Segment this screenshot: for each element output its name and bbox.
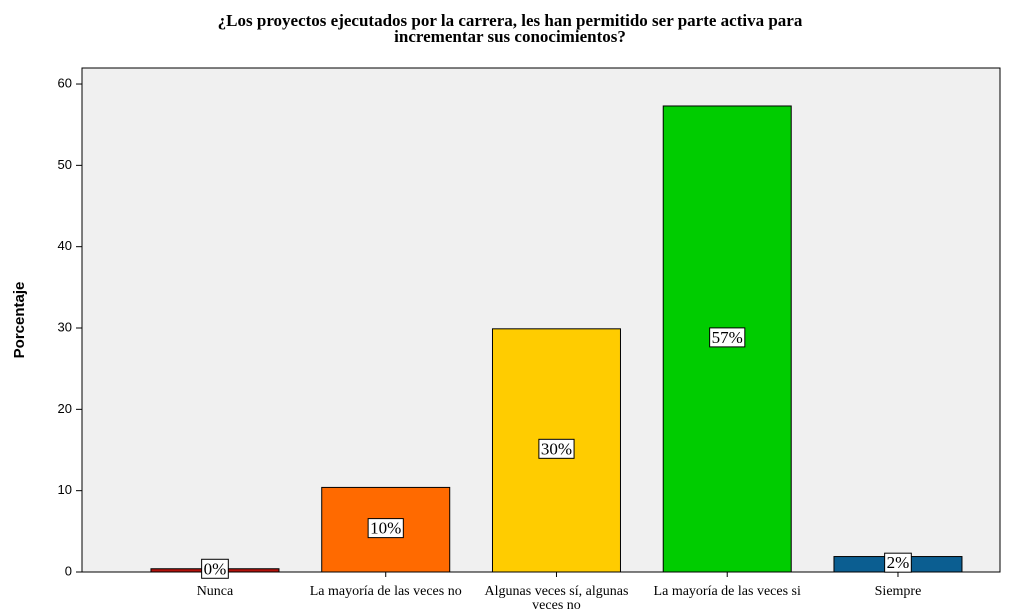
value-label-box <box>538 438 575 459</box>
value-label: 0% <box>204 559 227 578</box>
x-tick-label: Algunas veces sí, algunas veces no <box>484 584 629 613</box>
value-label: 57% <box>712 328 743 347</box>
y-tick-label: 0 <box>65 563 72 578</box>
value-label: 30% <box>541 439 572 458</box>
x-tick-label: Nunca <box>196 584 234 599</box>
x-tick-label: Siempre <box>874 584 922 599</box>
y-tick-label: 20 <box>58 401 72 416</box>
value-label: 10% <box>370 519 401 538</box>
value-label-box <box>709 327 746 348</box>
x-tick-label: La mayoría de las veces si <box>653 584 801 599</box>
y-tick-label: 40 <box>58 238 72 253</box>
bar <box>491 328 621 573</box>
value-label: 2% <box>887 553 910 572</box>
value-label-box <box>367 518 404 539</box>
y-tick-label: 60 <box>58 75 72 90</box>
chart-title: ¿Los proyectos ejecutados por la carrera… <box>217 11 803 30</box>
chart-title: incrementar sus conocimientos? <box>394 27 626 46</box>
value-label-box <box>201 558 229 579</box>
y-tick-label: 10 <box>58 482 72 497</box>
y-axis-label: Porcentaje <box>11 282 28 359</box>
y-tick-label: 50 <box>58 157 72 172</box>
y-tick-label: 30 <box>58 319 72 334</box>
x-tick-label: La mayoría de las veces no <box>309 584 462 599</box>
value-label-box <box>884 552 912 573</box>
